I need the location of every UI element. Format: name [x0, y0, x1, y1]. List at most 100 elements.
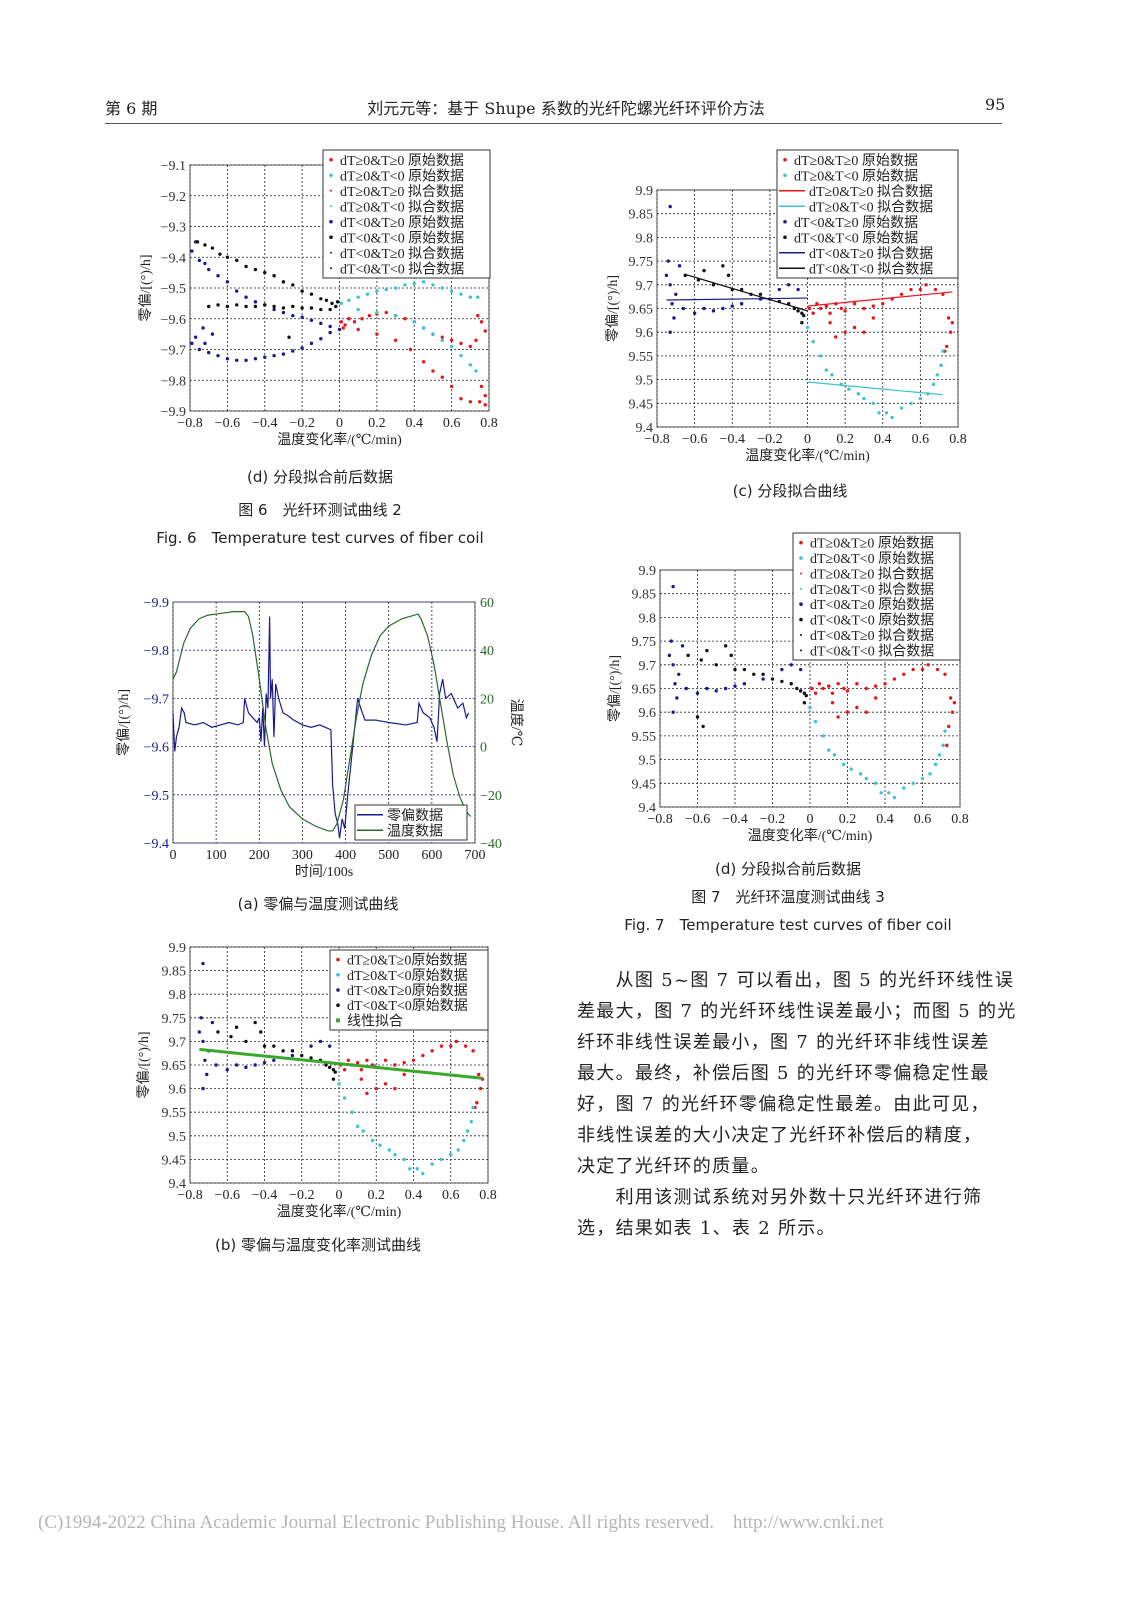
data-point [383, 1082, 388, 1086]
legend-label: dT<0&T≥0 拟合数据 [810, 628, 934, 644]
data-point [403, 283, 407, 287]
data-point [950, 710, 955, 714]
x-tick-label: 0 [807, 812, 814, 827]
legend-marker [336, 1018, 340, 1023]
legend-label: dT≥0&T<0 原始数据 [810, 551, 934, 567]
data-point [672, 316, 676, 320]
data-point [235, 358, 239, 362]
y-tick-label: 9.7 [636, 279, 654, 294]
data-point [291, 304, 295, 309]
data-point [818, 354, 823, 358]
x-tick-label: 0 [804, 432, 811, 447]
data-point [795, 686, 799, 691]
legend-label: dT<0&T<0原始数据 [347, 998, 468, 1014]
data-point [836, 715, 840, 719]
data-point [813, 691, 818, 695]
data-point [440, 335, 444, 339]
data-point [827, 748, 831, 752]
data-point [668, 283, 672, 287]
x-tick-label: 0.2 [368, 416, 386, 431]
y-tick-label: 9.6 [169, 1083, 187, 1098]
y2-tick-label: 60 [480, 596, 494, 611]
data-point [924, 283, 928, 287]
data-point [856, 392, 860, 396]
data-point [939, 363, 943, 368]
x-axis-label: 温度变化率/(℃/min) [748, 827, 873, 844]
data-point [920, 667, 925, 672]
x-tick-label: −0.8 [644, 432, 669, 447]
data-point [195, 240, 200, 244]
data-point [459, 292, 463, 296]
data-point [890, 415, 894, 420]
data-point [477, 400, 482, 404]
plot-area [172, 601, 476, 844]
y-tick-label: 9.6 [639, 706, 657, 721]
data-point [210, 246, 215, 250]
data-point [393, 1063, 397, 1067]
legend-marker [799, 540, 803, 545]
data-point [684, 686, 688, 691]
data-point [408, 1167, 412, 1171]
x-tick-label: −0.8 [177, 1188, 202, 1203]
data-point [331, 1068, 336, 1072]
x-tick-label: −0.8 [647, 812, 672, 827]
data-point [721, 306, 725, 311]
y-tick-label: 9.7 [169, 1035, 187, 1050]
legend-label: dT<0&T≥0 原始数据 [340, 215, 464, 231]
data-point [262, 1044, 267, 1048]
legend-marker [330, 251, 332, 254]
data-point [309, 292, 314, 296]
data-point [456, 1148, 460, 1152]
scatter-series [667, 584, 803, 714]
data-point [253, 357, 258, 361]
data-point [431, 332, 435, 336]
data-point [770, 677, 775, 681]
scatter-series [339, 310, 487, 407]
chart-fig6d: −0.8 −0.6 −0.4 −0.2 0 0.2 0.4 0.6 0.8 −9.1 −9.2 −9.… [138, 149, 498, 448]
data-point [858, 772, 863, 776]
x-tick-label: −0.2 [760, 812, 785, 827]
data-point [483, 329, 487, 333]
x-tick-label: 0.8 [949, 432, 967, 447]
data-point [723, 686, 728, 691]
data-point [862, 330, 866, 334]
data-point [680, 644, 685, 648]
data-point [862, 306, 866, 311]
data-point [711, 283, 716, 287]
data-point [342, 1096, 347, 1100]
x-axis-label: 时间/100s [295, 864, 353, 880]
legend-label: dT≥0&T≥0原始数据 [347, 953, 467, 969]
data-point [476, 1072, 481, 1077]
data-point [673, 682, 677, 686]
data-point [810, 686, 814, 691]
data-point [468, 295, 473, 299]
legend-marker [783, 157, 787, 162]
legend-marker [329, 235, 333, 240]
data-point [705, 686, 709, 691]
legend-label: dT≥0&T≥0 拟合数据 [340, 184, 464, 200]
y-tick-label: −9.8 [161, 374, 186, 389]
data-point [475, 1101, 479, 1105]
data-point [411, 1058, 416, 1062]
data-point [229, 1034, 233, 1039]
running-title: 刘元元等：基于 Shupe 系数的光纤陀螺光纤环评价方法 [367, 99, 765, 118]
data-point [300, 315, 304, 319]
data-point [216, 353, 220, 358]
data-point [677, 672, 681, 676]
data-point [421, 280, 426, 284]
data-point [804, 693, 808, 698]
data-point [952, 701, 957, 705]
y-tick-label: 9.85 [629, 208, 654, 223]
x-tick-label: 0.6 [912, 432, 930, 447]
x-tick-label: 200 [249, 848, 270, 863]
x-tick-label: −0.8 [177, 416, 202, 431]
data-point [281, 306, 286, 310]
data-point [830, 373, 834, 377]
legend-label: dT≥0&T≥0 原始数据 [340, 153, 464, 169]
scatter-series [337, 1082, 475, 1176]
data-point [899, 292, 904, 296]
data-point [667, 653, 672, 658]
data-point [439, 1044, 444, 1048]
caption-fig7c: (c) 分段拟合曲线 [732, 482, 848, 500]
